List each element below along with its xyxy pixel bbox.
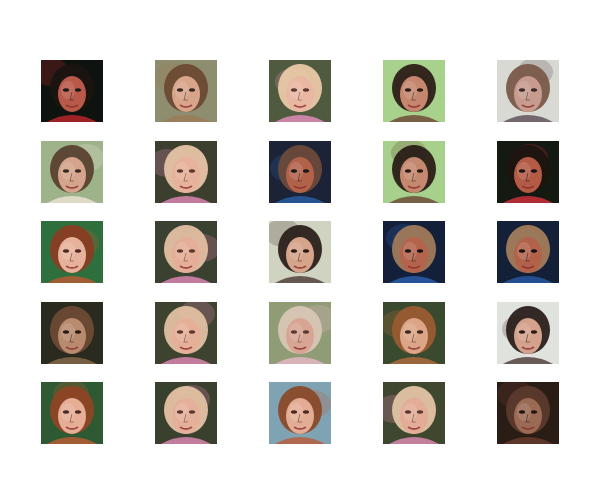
sample-face-tile: [269, 221, 331, 283]
sample-face-tile: [41, 221, 103, 283]
face-image: [269, 141, 331, 203]
face-image: [41, 302, 103, 364]
face-image: [383, 382, 445, 444]
sample-face-tile: [41, 60, 103, 122]
face-image: [269, 302, 331, 364]
face-image: [497, 382, 559, 444]
sample-face-tile: [269, 141, 331, 203]
sample-face-tile: [497, 141, 559, 203]
face-image: [155, 302, 217, 364]
sample-face-tile: [155, 221, 217, 283]
sample-face-tile: [383, 382, 445, 444]
face-image: [155, 141, 217, 203]
sample-face-tile: [269, 60, 331, 122]
face-image: [41, 60, 103, 122]
sample-face-tile: [269, 302, 331, 364]
sample-face-tile: [155, 302, 217, 364]
sample-face-tile: [497, 302, 559, 364]
face-image: [497, 302, 559, 364]
face-image: [383, 302, 445, 364]
sample-face-tile: [269, 382, 331, 444]
face-image: [41, 141, 103, 203]
face-image: [383, 221, 445, 283]
sample-face-tile: [497, 60, 559, 122]
face-image: [155, 382, 217, 444]
sample-face-tile: [497, 221, 559, 283]
face-image: [497, 60, 559, 122]
face-image: [269, 60, 331, 122]
sample-face-tile: [383, 302, 445, 364]
sample-face-tile: [155, 60, 217, 122]
face-image: [41, 382, 103, 444]
face-image: [497, 221, 559, 283]
sample-face-tile: [41, 302, 103, 364]
face-image: [383, 60, 445, 122]
face-image: [155, 60, 217, 122]
sample-face-tile: [155, 382, 217, 444]
sample-face-tile: [497, 382, 559, 444]
sample-face-tile: [383, 141, 445, 203]
face-image: [41, 221, 103, 283]
face-image: [155, 221, 217, 283]
sample-face-tile: [383, 221, 445, 283]
face-image: [383, 141, 445, 203]
sample-face-tile: [41, 382, 103, 444]
face-image: [497, 141, 559, 203]
face-image: [269, 221, 331, 283]
sample-face-tile: [155, 141, 217, 203]
face-image: [269, 382, 331, 444]
sample-face-tile: [383, 60, 445, 122]
sample-face-tile: [41, 141, 103, 203]
